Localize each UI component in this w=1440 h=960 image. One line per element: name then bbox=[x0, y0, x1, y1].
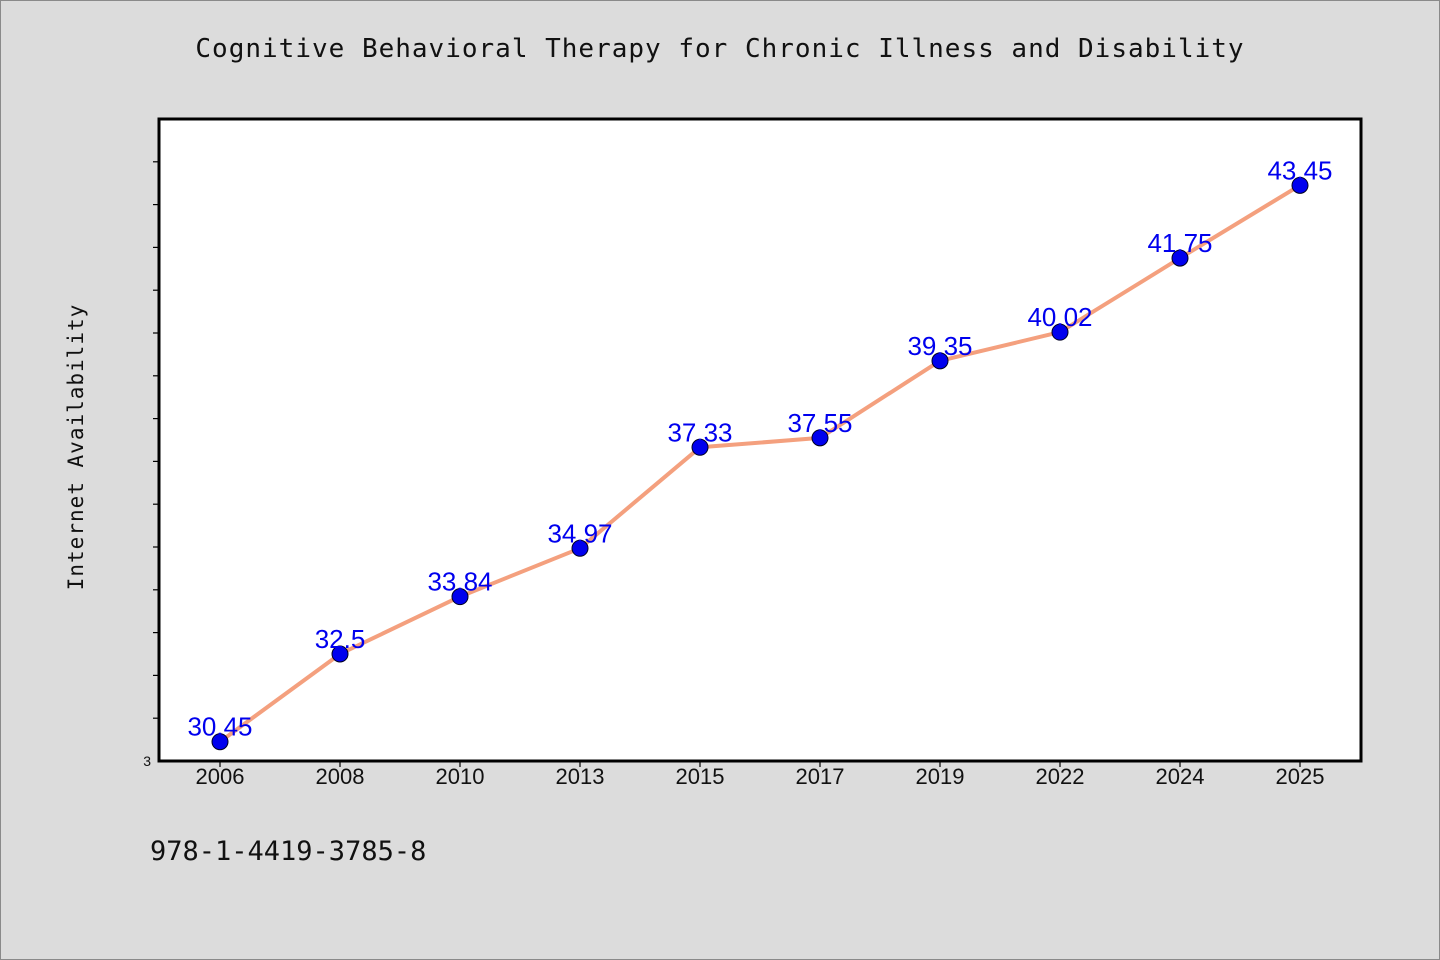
x-tick-label: 2017 bbox=[796, 764, 845, 789]
data-point bbox=[691, 438, 709, 456]
x-tick-label: 2010 bbox=[436, 764, 485, 789]
data-label: 32.5 bbox=[315, 624, 366, 654]
x-tick-label: 2013 bbox=[556, 764, 605, 789]
x-tick-label: 2025 bbox=[1276, 764, 1325, 789]
data-labels: 30.45 32.5 33.84 34.97 37.33 37.55 39.35 40.02 4… bbox=[187, 155, 1332, 741]
data-point bbox=[1291, 176, 1309, 194]
series-markers bbox=[211, 176, 1309, 751]
data-label: 30.45 bbox=[187, 712, 252, 742]
data-point bbox=[811, 429, 829, 447]
x-tick-label: 2024 bbox=[1156, 764, 1205, 789]
data-label: 33.84 bbox=[427, 567, 492, 597]
plot-area bbox=[157, 117, 1363, 763]
series-line bbox=[218, 183, 1302, 744]
data-label: 41.75 bbox=[1147, 228, 1212, 258]
data-point bbox=[1171, 249, 1189, 267]
x-axis-ticks: 2006 2008 2010 2013 2015 2017 2019 2022 2024 2025 bbox=[196, 761, 1325, 789]
data-point bbox=[931, 352, 949, 370]
data-label: 37.55 bbox=[787, 408, 852, 438]
data-label: 34.97 bbox=[547, 518, 612, 548]
x-tick-label: 2006 bbox=[196, 764, 245, 789]
isbn-text: 978-1-4419-3785-8 bbox=[150, 836, 427, 867]
data-label: 39.35 bbox=[907, 331, 972, 361]
data-point bbox=[571, 539, 589, 557]
data-point bbox=[451, 588, 469, 606]
x-tick-label: 2019 bbox=[916, 764, 965, 789]
x-tick-label: 2015 bbox=[676, 764, 725, 789]
x-tick-label: 2008 bbox=[316, 764, 365, 789]
chart-title: Cognitive Behavioral Therapy for Chronic… bbox=[195, 34, 1245, 64]
y-tick-label: 3 bbox=[143, 753, 151, 769]
y-axis-ticks: 3 bbox=[143, 161, 159, 769]
data-point bbox=[331, 645, 349, 663]
data-label: 43.45 bbox=[1267, 155, 1332, 185]
data-point bbox=[1051, 323, 1069, 341]
data-label: 40.02 bbox=[1027, 302, 1092, 332]
data-point bbox=[211, 733, 229, 751]
x-tick-label: 2022 bbox=[1036, 764, 1085, 789]
data-label: 37.33 bbox=[667, 417, 732, 447]
